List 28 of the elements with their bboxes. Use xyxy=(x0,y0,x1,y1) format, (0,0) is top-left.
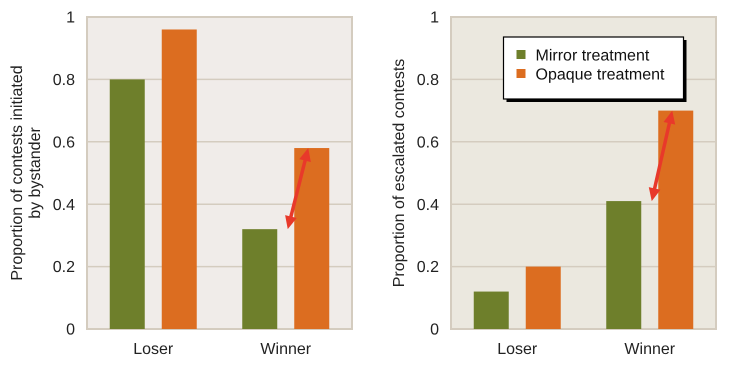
y-tick-label: 1 xyxy=(430,10,440,27)
y-tick-label: 0 xyxy=(66,322,76,339)
y-tick-label: 0.4 xyxy=(416,196,440,214)
legend-label: Mirror treatment xyxy=(536,48,650,65)
bar xyxy=(242,229,278,329)
y-tick-label: 0.6 xyxy=(416,134,440,152)
y-tick-label: 0.4 xyxy=(52,196,76,214)
x-tick-label: Loser xyxy=(497,341,538,358)
y-tick-label: 1 xyxy=(66,10,76,27)
y-tick-label: 0 xyxy=(430,322,440,339)
legend-label: Opaque treatment xyxy=(536,66,666,84)
x-tick-label: Loser xyxy=(133,341,174,358)
y-tick-label: 0.6 xyxy=(52,134,76,152)
bar xyxy=(474,292,509,329)
bar xyxy=(526,266,561,329)
bar xyxy=(294,148,330,329)
y-tick-label: 0.8 xyxy=(416,72,440,89)
bar xyxy=(606,201,642,329)
y-axis-title: Proportion of contests initiated by bystander xyxy=(9,65,44,281)
bar xyxy=(658,110,694,329)
y-tick-label: 0.8 xyxy=(52,72,76,89)
y-tick-label: 0.2 xyxy=(52,259,76,276)
bar xyxy=(110,79,145,329)
y-tick-label: 0.2 xyxy=(416,259,440,276)
y-axis-title: Proportion of escalated contests xyxy=(391,58,408,288)
x-tick-label: Winner xyxy=(624,341,676,358)
x-tick-label: Winner xyxy=(260,341,312,358)
bar xyxy=(162,29,197,329)
